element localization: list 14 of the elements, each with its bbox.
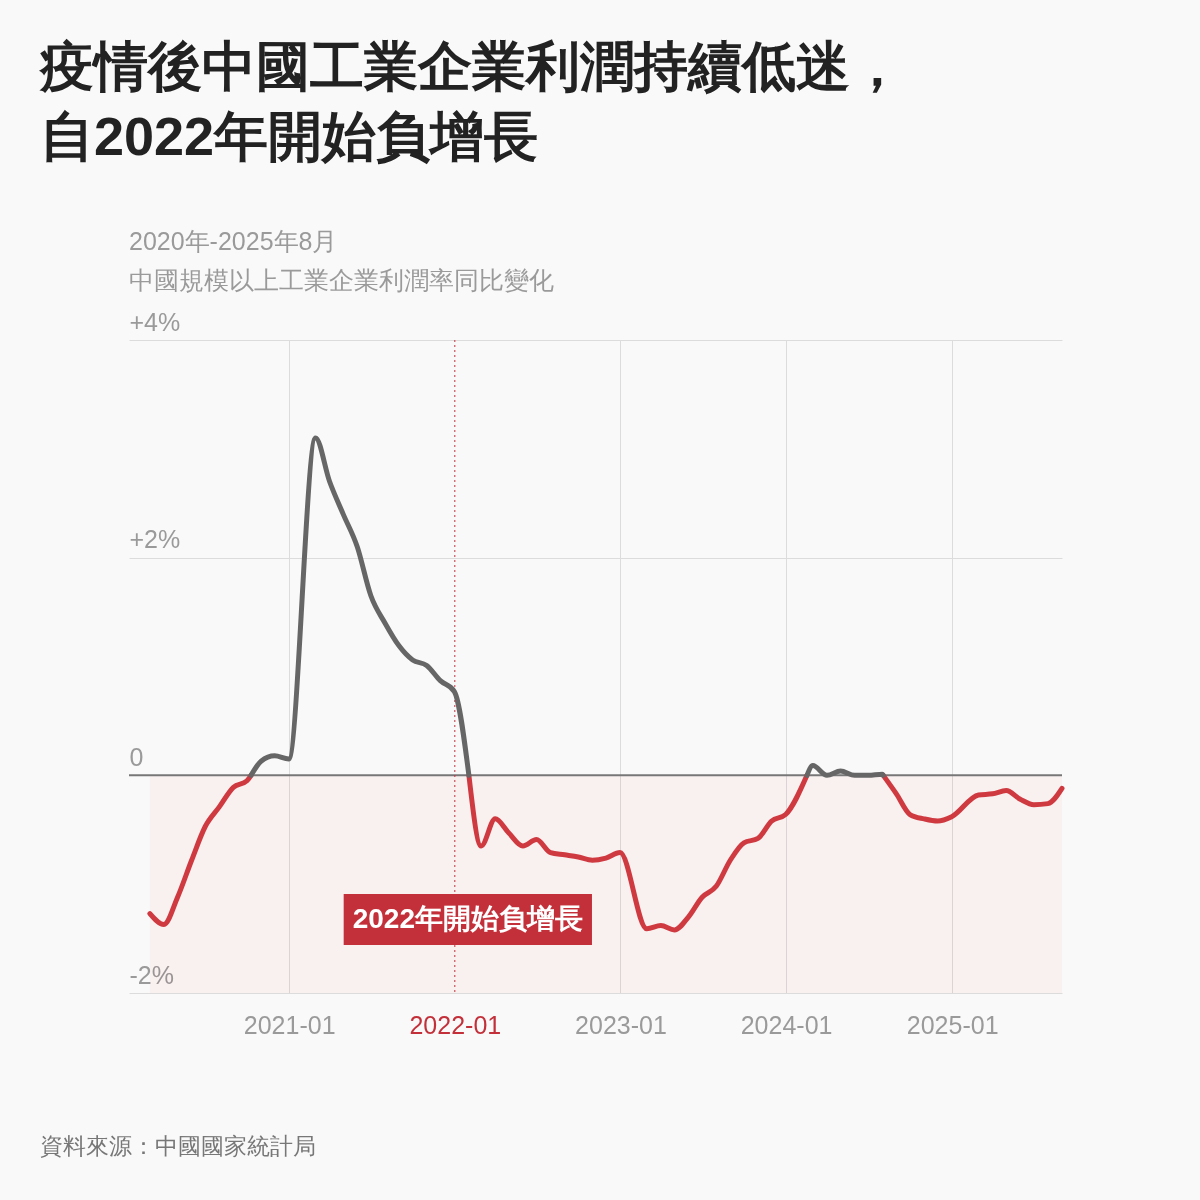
x-tick-label: 2025-01: [906, 1010, 999, 1039]
x-tick-label: 2024-01: [740, 1010, 833, 1039]
x-tick-label: 2021-01: [243, 1010, 336, 1039]
y-tick-label: +2%: [129, 525, 181, 554]
y-tick-label: -2%: [129, 960, 174, 989]
ref-line-label: 2022年開始負增長: [352, 903, 583, 934]
source-note: 資料來源：中國國家統計局: [40, 1133, 316, 1159]
chart-subtitle: 2020年-2025年8月: [129, 227, 338, 255]
chart-title: 疫情後中國工業企業利潤持續低迷，自2022年開始負增長: [38, 36, 904, 166]
y-axis-title: 中國規模以上工業企業利潤率同比變化: [129, 266, 554, 294]
y-tick-label: 0: [129, 742, 144, 771]
x-tick-label: 2023-01: [575, 1010, 667, 1039]
y-tick-label: +4%: [129, 307, 181, 336]
x-tick-label: 2022-01: [409, 1010, 502, 1039]
